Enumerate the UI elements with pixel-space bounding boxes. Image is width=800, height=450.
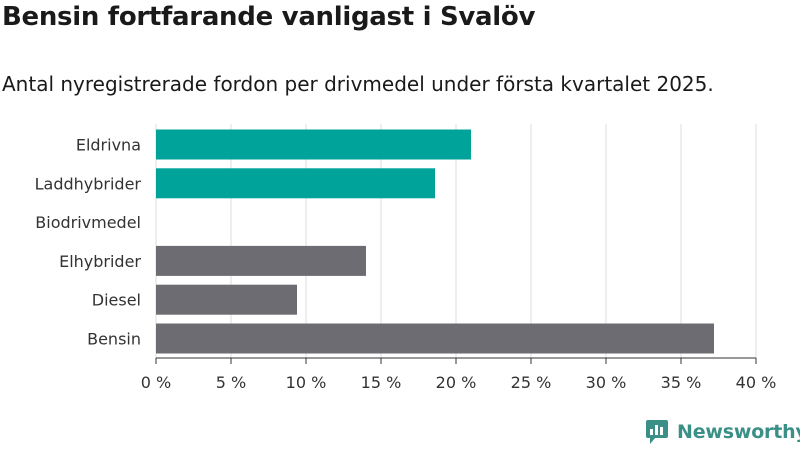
brand-name: Newsworthy	[677, 421, 800, 443]
bar-eldrivna	[156, 129, 471, 160]
x-tick-label: 0 %	[141, 373, 171, 392]
chart-title: Bensin fortfarande vanligast i Svalöv	[2, 2, 536, 32]
x-tick-label: 25 %	[511, 373, 552, 392]
category-label: Bensin	[87, 330, 141, 349]
x-tick-label: 10 %	[286, 373, 327, 392]
x-tick-label: 5 %	[216, 373, 246, 392]
category-label: Diesel	[92, 291, 141, 310]
x-tick-label: 40 %	[736, 373, 777, 392]
x-tick-label: 30 %	[586, 373, 627, 392]
bar-bensin	[156, 323, 714, 354]
category-label: Biodrivmedel	[35, 213, 141, 232]
bar-elhybrider	[156, 245, 366, 276]
category-label: Eldrivna	[76, 136, 141, 155]
newsworthy-logo-icon	[646, 420, 668, 444]
category-label: Elhybrider	[59, 252, 141, 271]
category-label: Laddhybrider	[35, 174, 142, 193]
x-tick-label: 15 %	[361, 373, 402, 392]
chart-subtitle: Antal nyregistrerade fordon per drivmede…	[2, 72, 714, 96]
bar-diesel	[156, 284, 297, 315]
x-tick-label: 20 %	[436, 373, 477, 392]
x-tick-label: 35 %	[661, 373, 702, 392]
bar-laddhybrider	[156, 168, 435, 199]
newsworthy-logo: Newsworthy	[645, 419, 800, 445]
